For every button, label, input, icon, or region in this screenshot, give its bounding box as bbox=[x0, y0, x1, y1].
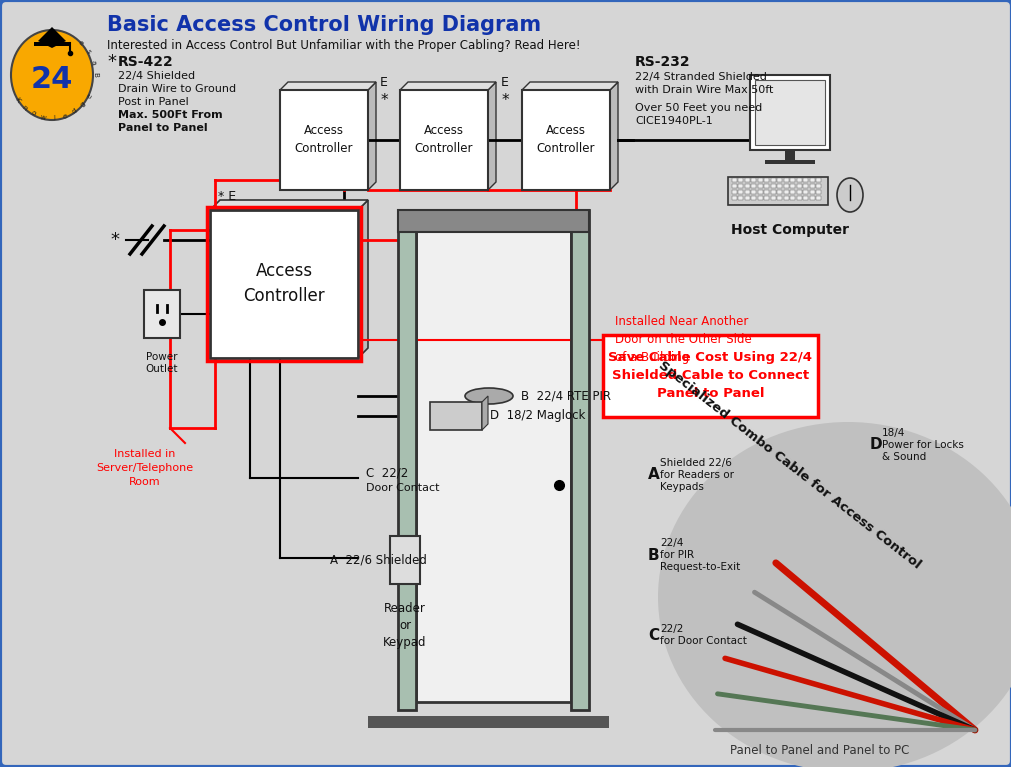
Text: e: e bbox=[62, 113, 68, 120]
Bar bbox=[757, 196, 762, 200]
Polygon shape bbox=[368, 82, 376, 190]
Bar bbox=[763, 177, 768, 182]
Bar bbox=[816, 189, 821, 194]
Text: w: w bbox=[39, 114, 47, 120]
Text: e: e bbox=[86, 93, 93, 99]
Bar bbox=[744, 196, 749, 200]
Bar bbox=[757, 177, 762, 182]
Bar bbox=[790, 196, 795, 200]
Text: 22/4 Shielded: 22/4 Shielded bbox=[118, 71, 195, 81]
Ellipse shape bbox=[836, 178, 862, 212]
Bar bbox=[784, 196, 789, 200]
Bar bbox=[751, 177, 756, 182]
Text: Access
Controller: Access Controller bbox=[536, 124, 594, 156]
Text: Specialized Combo Cable for Access Control: Specialized Combo Cable for Access Contr… bbox=[656, 359, 923, 571]
Bar bbox=[757, 183, 762, 188]
Text: 22/2
for Door Contact: 22/2 for Door Contact bbox=[659, 624, 746, 647]
Text: B: B bbox=[92, 71, 98, 77]
Bar bbox=[816, 196, 821, 200]
Text: 18/4
Power for Locks
& Sound: 18/4 Power for Locks & Sound bbox=[882, 427, 962, 463]
Bar bbox=[744, 177, 749, 182]
Text: K: K bbox=[13, 96, 20, 104]
Text: *: * bbox=[110, 231, 119, 249]
Polygon shape bbox=[280, 82, 376, 90]
Text: *: * bbox=[500, 93, 509, 107]
Bar bbox=[731, 196, 736, 200]
Text: Installed in
Server/Telephone
Room: Installed in Server/Telephone Room bbox=[96, 449, 193, 487]
Text: Host Computer: Host Computer bbox=[730, 223, 848, 237]
Text: Save Cable Cost Using 22/4
Shielded Cable to Connect
Panel to Panel: Save Cable Cost Using 22/4 Shielded Cabl… bbox=[608, 351, 812, 400]
Text: 24: 24 bbox=[30, 64, 73, 94]
Bar bbox=[280, 90, 368, 190]
Text: Shielded 22/6
for Readers or
Keypads: Shielded 22/6 for Readers or Keypads bbox=[659, 458, 733, 492]
Bar bbox=[738, 189, 743, 194]
Bar bbox=[784, 177, 789, 182]
Bar bbox=[809, 177, 814, 182]
Ellipse shape bbox=[464, 388, 513, 404]
Text: D: D bbox=[869, 437, 882, 453]
Text: B  22/4 RTE PIR: B 22/4 RTE PIR bbox=[521, 390, 611, 403]
Text: CICE1940PL-1: CICE1940PL-1 bbox=[634, 116, 712, 126]
Bar bbox=[731, 183, 736, 188]
Bar bbox=[738, 196, 743, 200]
Text: Basic Access Control Wiring Diagram: Basic Access Control Wiring Diagram bbox=[107, 15, 541, 35]
Bar bbox=[207, 207, 361, 361]
Bar bbox=[389, 536, 420, 584]
Text: *: * bbox=[380, 93, 387, 107]
Text: Door Contact: Door Contact bbox=[366, 483, 439, 493]
Text: Interested in Access Control But Unfamiliar with the Proper Cabling? Read Here!: Interested in Access Control But Unfamil… bbox=[107, 38, 580, 51]
Text: e: e bbox=[77, 39, 84, 46]
Bar bbox=[731, 189, 736, 194]
Polygon shape bbox=[368, 716, 609, 728]
Bar bbox=[776, 189, 782, 194]
Text: Max. 500Ft From: Max. 500Ft From bbox=[118, 110, 222, 120]
Text: Drain Wire to Ground: Drain Wire to Ground bbox=[118, 84, 236, 94]
Text: Access
Controller: Access Controller bbox=[294, 124, 353, 156]
Text: *: * bbox=[107, 53, 116, 71]
Polygon shape bbox=[34, 42, 70, 46]
Text: s: s bbox=[85, 48, 92, 54]
Text: d: d bbox=[71, 107, 78, 115]
Bar bbox=[784, 183, 789, 188]
Bar bbox=[738, 183, 743, 188]
Bar bbox=[816, 183, 821, 188]
Bar bbox=[744, 189, 749, 194]
Text: Power
Outlet: Power Outlet bbox=[146, 352, 178, 374]
Bar bbox=[754, 80, 824, 145]
Bar bbox=[727, 177, 827, 205]
Text: Panel to Panel and Panel to PC: Panel to Panel and Panel to PC bbox=[730, 743, 909, 756]
Bar bbox=[809, 189, 814, 194]
Bar bbox=[751, 183, 756, 188]
Bar bbox=[770, 189, 775, 194]
Bar bbox=[397, 210, 588, 232]
Text: 22/4 Stranded Shielded: 22/4 Stranded Shielded bbox=[634, 72, 766, 82]
Bar bbox=[797, 183, 801, 188]
Text: C  22/2: C 22/2 bbox=[366, 466, 407, 479]
Bar bbox=[790, 177, 795, 182]
Text: C: C bbox=[647, 627, 658, 643]
Text: Access
Controller: Access Controller bbox=[415, 124, 473, 156]
Bar bbox=[776, 196, 782, 200]
Text: A: A bbox=[647, 468, 659, 482]
Polygon shape bbox=[38, 27, 66, 48]
Bar bbox=[809, 196, 814, 200]
Bar bbox=[603, 335, 817, 417]
Bar bbox=[790, 189, 795, 194]
Ellipse shape bbox=[11, 30, 93, 120]
Text: Access
Controller: Access Controller bbox=[243, 262, 325, 305]
Text: with Drain Wire Max 50ft: with Drain Wire Max 50ft bbox=[634, 85, 772, 95]
Text: a: a bbox=[90, 60, 96, 65]
Bar bbox=[770, 177, 775, 182]
Bar bbox=[770, 196, 775, 200]
Bar bbox=[790, 183, 795, 188]
Text: A  22/6 Shielded: A 22/6 Shielded bbox=[330, 554, 427, 567]
Bar bbox=[570, 210, 588, 710]
Text: Installed Near Another
Door on the Other Side
of a Building: Installed Near Another Door on the Other… bbox=[615, 315, 751, 364]
Bar bbox=[210, 210, 358, 358]
Bar bbox=[809, 183, 814, 188]
Bar bbox=[416, 210, 570, 702]
Bar bbox=[757, 189, 762, 194]
Bar bbox=[776, 183, 782, 188]
Polygon shape bbox=[210, 200, 368, 210]
